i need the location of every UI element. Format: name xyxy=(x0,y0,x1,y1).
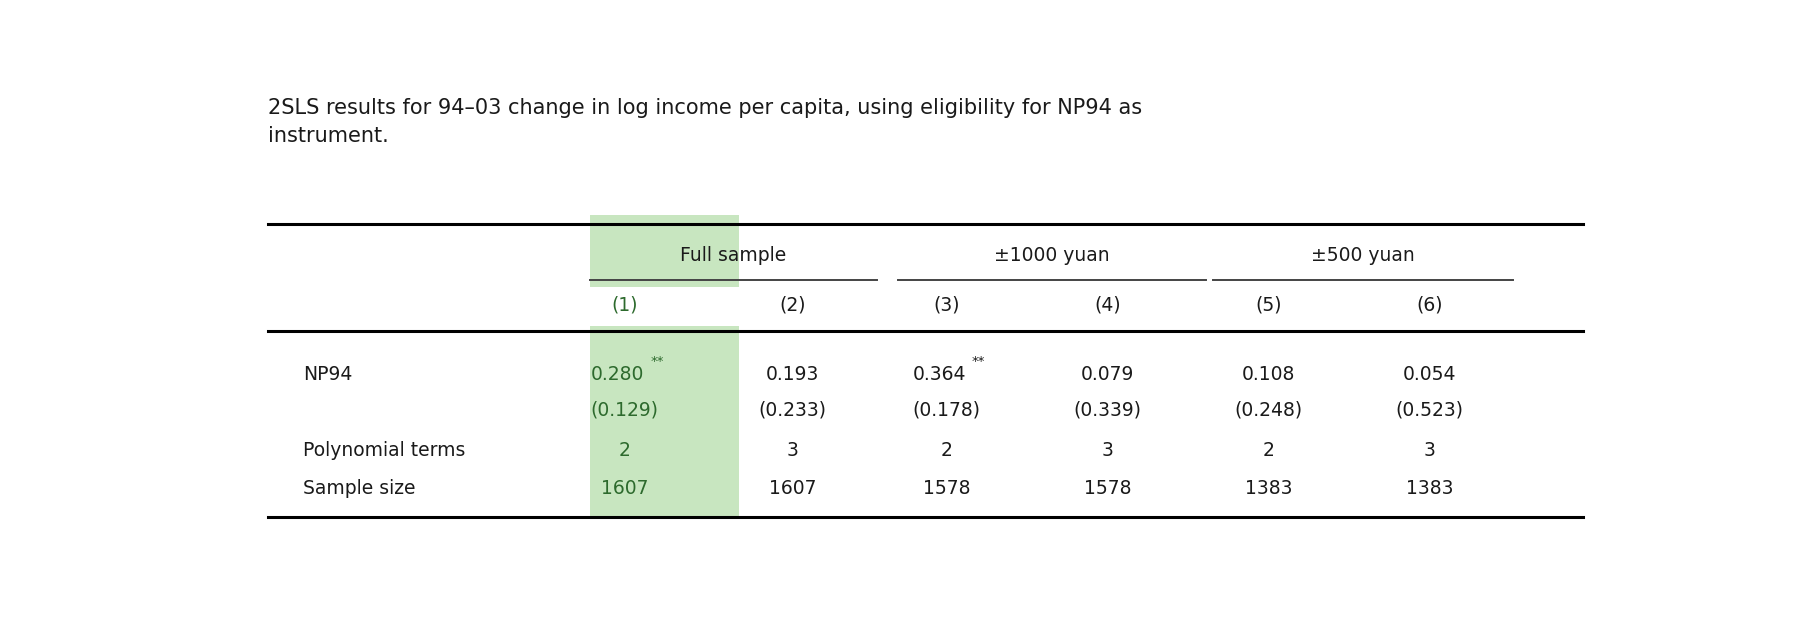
Text: 3: 3 xyxy=(1422,441,1435,461)
Text: (0.339): (0.339) xyxy=(1072,401,1141,420)
Text: 2: 2 xyxy=(1262,441,1274,461)
Text: 0.364: 0.364 xyxy=(912,365,966,384)
Text: 1578: 1578 xyxy=(922,480,969,498)
Text: (1): (1) xyxy=(612,296,637,315)
Text: Sample size: Sample size xyxy=(303,480,415,498)
Text: 1607: 1607 xyxy=(769,480,816,498)
Text: 0.108: 0.108 xyxy=(1242,365,1294,384)
Text: (3): (3) xyxy=(933,296,958,315)
Text: 0.079: 0.079 xyxy=(1079,365,1134,384)
Text: **: ** xyxy=(971,355,986,368)
Text: Full sample: Full sample xyxy=(680,246,785,265)
Text: 3: 3 xyxy=(787,441,798,461)
Text: 1578: 1578 xyxy=(1083,480,1130,498)
Text: 0.054: 0.054 xyxy=(1402,365,1455,384)
Text: 2: 2 xyxy=(619,441,630,461)
Bar xyxy=(588,215,738,287)
Text: (0.248): (0.248) xyxy=(1235,401,1301,420)
Text: 0.193: 0.193 xyxy=(765,365,819,384)
Text: (0.523): (0.523) xyxy=(1395,401,1462,420)
Text: (6): (6) xyxy=(1415,296,1442,315)
Text: 1383: 1383 xyxy=(1404,480,1453,498)
Text: (0.129): (0.129) xyxy=(590,401,659,420)
Text: NP94: NP94 xyxy=(303,365,352,384)
Text: 1607: 1607 xyxy=(601,480,648,498)
Text: ±500 yuan: ±500 yuan xyxy=(1310,246,1413,265)
Text: (4): (4) xyxy=(1094,296,1121,315)
Text: 2SLS results for 94–03 change in log income per capita, using eligibility for NP: 2SLS results for 94–03 change in log inc… xyxy=(267,98,1141,146)
Text: Polynomial terms: Polynomial terms xyxy=(303,441,466,461)
Text: **: ** xyxy=(650,355,662,368)
Text: (5): (5) xyxy=(1254,296,1282,315)
Text: ±1000 yuan: ±1000 yuan xyxy=(993,246,1108,265)
Text: (2): (2) xyxy=(780,296,805,315)
Text: 1383: 1383 xyxy=(1244,480,1292,498)
Text: 0.280: 0.280 xyxy=(590,365,644,384)
Bar xyxy=(588,326,738,517)
Text: 2: 2 xyxy=(940,441,951,461)
Text: (0.178): (0.178) xyxy=(912,401,980,420)
Text: (0.233): (0.233) xyxy=(758,401,827,420)
Text: 3: 3 xyxy=(1101,441,1114,461)
